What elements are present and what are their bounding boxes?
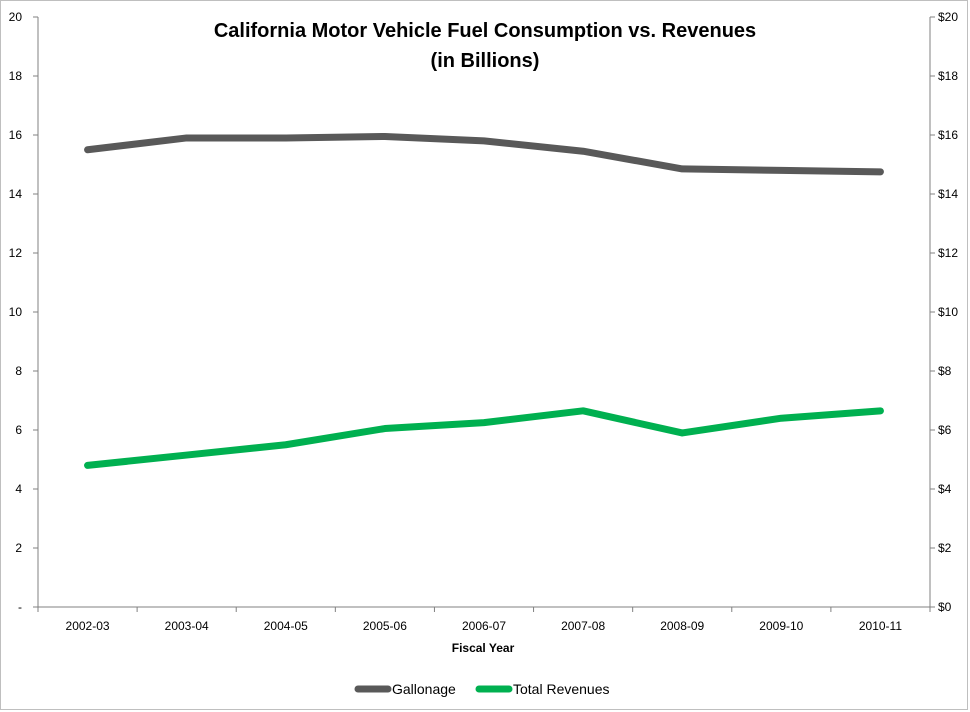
- y-left-tick-label: 12: [9, 246, 23, 260]
- chart-title: California Motor Vehicle Fuel Consumptio…: [214, 20, 756, 42]
- x-tick-label: 2004-05: [264, 619, 308, 633]
- y-right-tick-label: $6: [938, 423, 952, 437]
- axes: - 2 4 6 8 10 12 14 16 18 20 $0 $2 $4 $6 $8 $10 $12 $14 $16 $…: [9, 10, 959, 633]
- x-tick-label: 2010-11: [859, 619, 902, 633]
- y-right-tick-label: $12: [938, 246, 958, 260]
- y-left-tick-label: 16: [9, 128, 23, 142]
- y-right-tick-label: $18: [938, 69, 958, 83]
- legend: Gallonage Total Revenues: [354, 681, 610, 697]
- y-right-tick-label: $14: [938, 187, 958, 201]
- y-left-tick-label: -: [18, 600, 22, 614]
- series-layer: [84, 132, 884, 469]
- y-right-tick-label: $0: [938, 600, 952, 614]
- x-tick-label: 2008-09: [660, 619, 704, 633]
- series-line-gallonage: [84, 132, 884, 176]
- y-left-tick-label: 18: [9, 69, 23, 83]
- chart-subtitle: (in Billions): [431, 50, 540, 72]
- x-tick-label: 2002-03: [66, 619, 110, 633]
- x-tick-label: 2009-10: [759, 619, 803, 633]
- y-left-tick-label: 10: [9, 305, 23, 319]
- y-right-tick-label: $8: [938, 364, 952, 378]
- x-tick-label: 2003-04: [165, 619, 209, 633]
- series-line-total-revenues: [84, 407, 884, 469]
- x-tick-label: 2007-08: [561, 619, 605, 633]
- y-right-tick-label: $10: [938, 305, 958, 319]
- y-right-tick-label: $20: [938, 10, 958, 24]
- x-tick-label: 2006-07: [462, 619, 506, 633]
- y-right-tick-label: $2: [938, 541, 952, 555]
- legend-label-total-revenues: Total Revenues: [513, 681, 610, 697]
- x-axis-title: Fiscal Year: [452, 641, 515, 655]
- y-right-tick-label: $16: [938, 128, 958, 142]
- y-right-tick-label: $4: [938, 482, 952, 496]
- y-left-tick-label: 4: [15, 482, 22, 496]
- y-left-tick-label: 8: [15, 364, 22, 378]
- legend-label-gallonage: Gallonage: [392, 681, 456, 697]
- y-left-tick-label: 6: [15, 423, 22, 437]
- y-left-tick-label: 14: [9, 187, 23, 201]
- x-tick-label: 2005-06: [363, 619, 407, 633]
- y-left-tick-label: 20: [9, 10, 23, 24]
- y-left-tick-label: 2: [15, 541, 22, 555]
